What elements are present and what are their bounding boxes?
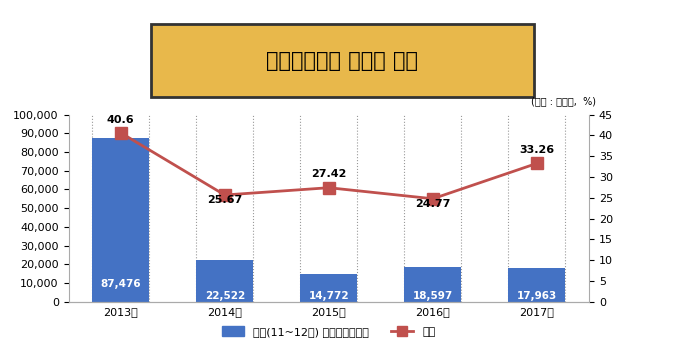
Text: 25.67: 25.67: [207, 195, 242, 205]
Text: 18,597: 18,597: [412, 291, 453, 301]
Text: (단위 : 백만원,  %): (단위 : 백만원, %): [531, 96, 596, 106]
Bar: [508, 268, 565, 302]
Text: 40.6: 40.6: [107, 115, 134, 125]
Text: 24.77: 24.77: [415, 199, 451, 209]
Bar: [92, 138, 149, 302]
Text: 87,476: 87,476: [101, 279, 141, 289]
FancyBboxPatch shape: [151, 24, 534, 97]
Text: 14,772: 14,772: [308, 291, 349, 301]
Bar: [404, 267, 462, 302]
Text: 17,963: 17,963: [516, 291, 557, 301]
Text: 27.42: 27.42: [311, 169, 347, 179]
Legend: 연말(11~12월) 지출원인행위액, 비율: 연말(11~12월) 지출원인행위액, 비율: [218, 322, 440, 341]
Text: 22,522: 22,522: [205, 291, 245, 301]
Bar: [196, 260, 253, 302]
Text: 33.26: 33.26: [519, 145, 554, 155]
Bar: [300, 274, 358, 302]
Text: 연말지출비율 연도별 변화: 연말지출비율 연도별 변화: [266, 51, 419, 71]
